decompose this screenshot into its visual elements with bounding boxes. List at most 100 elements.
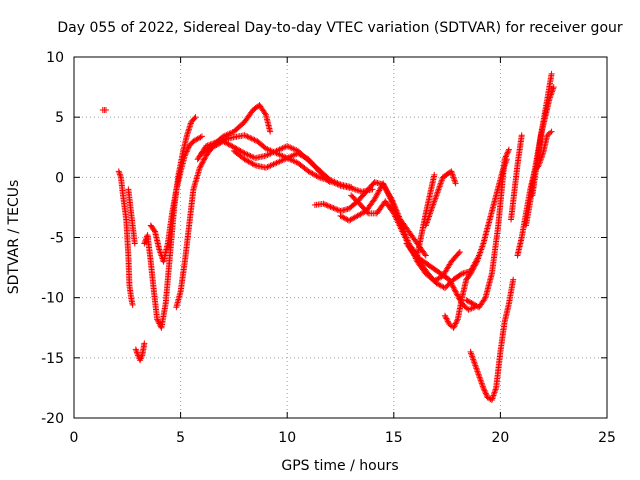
data-point (432, 195, 439, 202)
data-point (321, 201, 328, 208)
data-point (192, 114, 199, 121)
y-axis-label: SDTVAR / TECUs (6, 180, 22, 295)
data-point (452, 178, 459, 185)
data-point (333, 206, 340, 213)
data-point (468, 267, 475, 274)
data-point (116, 169, 123, 176)
data-point (156, 246, 163, 253)
data-point (472, 261, 479, 268)
y-tick-label: -15 (41, 351, 64, 367)
data-point (455, 250, 462, 257)
data-point (129, 301, 136, 308)
data-point (547, 129, 554, 136)
data-point (480, 386, 487, 393)
data-point (326, 179, 333, 186)
data-point (250, 161, 257, 168)
data-point (115, 168, 122, 175)
data-point (197, 134, 204, 141)
data-point (328, 204, 335, 211)
data-points (99, 70, 557, 403)
data-point (470, 357, 477, 364)
data-point (141, 340, 148, 347)
data-point (430, 199, 437, 206)
data-point (431, 198, 438, 205)
data-point (467, 348, 474, 355)
data-point (468, 269, 475, 276)
data-point (478, 380, 485, 387)
data-point (503, 152, 510, 159)
x-axis-label: GPS time / hours (281, 458, 398, 474)
data-point (355, 187, 362, 194)
data-point (182, 151, 189, 158)
data-point (434, 189, 441, 196)
data-point (504, 149, 511, 156)
data-point (510, 276, 517, 283)
data-point (141, 240, 148, 247)
data-point (457, 271, 464, 278)
data-point (251, 136, 258, 143)
data-point (456, 248, 463, 255)
data-point (464, 297, 471, 304)
data-point (481, 296, 488, 303)
data-point (473, 365, 480, 372)
data-point (348, 183, 355, 190)
data-point (132, 346, 139, 353)
x-tick-label: 15 (385, 430, 403, 446)
data-point (427, 208, 434, 215)
data-point (442, 314, 449, 321)
data-point (131, 240, 138, 247)
data-point (325, 177, 332, 184)
data-point (116, 171, 123, 178)
data-point (324, 202, 331, 209)
data-point (504, 150, 511, 157)
data-point (470, 301, 477, 308)
data-point (184, 145, 191, 152)
data-point (443, 315, 450, 322)
data-point (198, 162, 205, 169)
data-point (469, 300, 476, 307)
data-point (469, 266, 476, 273)
data-point (191, 115, 198, 122)
data-point (446, 277, 453, 284)
data-point (102, 106, 109, 113)
data-point (422, 252, 429, 259)
data-point (477, 248, 484, 255)
data-point (478, 246, 485, 253)
data-point (451, 285, 458, 292)
data-point (451, 321, 458, 328)
data-point (436, 183, 443, 190)
y-tick-label: 0 (55, 170, 64, 186)
data-point (476, 374, 483, 381)
data-point (117, 172, 124, 179)
data-point (447, 279, 454, 286)
data-point (448, 280, 455, 287)
data-point (248, 135, 255, 142)
data-point (435, 186, 442, 193)
x-tick-label: 20 (491, 430, 509, 446)
data-point (470, 265, 477, 272)
data-point (261, 110, 268, 117)
data-point (491, 390, 498, 397)
data-point (477, 377, 484, 384)
y-tick-label: -5 (50, 231, 64, 247)
data-point (354, 187, 361, 194)
data-point (181, 152, 188, 159)
data-point (201, 156, 208, 163)
data-point (451, 323, 458, 330)
data-point (473, 259, 480, 266)
data-point (479, 242, 486, 249)
data-point (151, 227, 158, 234)
data-point (481, 387, 488, 394)
data-point (352, 186, 359, 193)
data-point (157, 249, 164, 256)
data-point (452, 288, 459, 295)
data-point (475, 369, 482, 376)
data-point (450, 284, 457, 291)
data-point (450, 324, 457, 331)
data-point (133, 347, 140, 354)
data-point (454, 292, 461, 299)
data-point (241, 132, 248, 139)
data-point (444, 318, 451, 325)
data-point (364, 209, 371, 216)
data-point (491, 389, 498, 396)
